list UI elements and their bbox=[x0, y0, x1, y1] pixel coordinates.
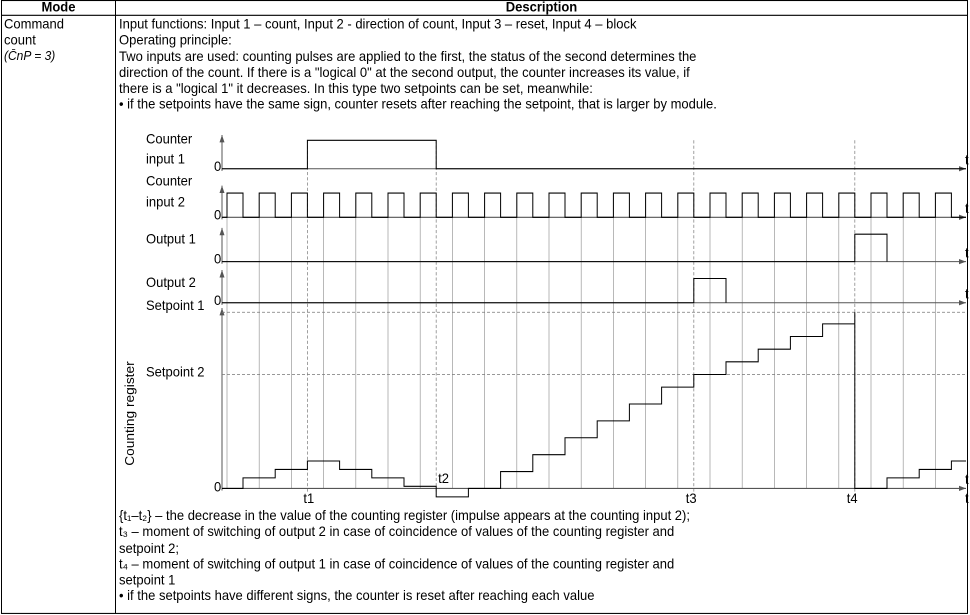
moment-label: t3 bbox=[686, 491, 697, 506]
note-line: {t₁–t₂} – the decrease in the value of t… bbox=[119, 507, 690, 524]
header-description: Description bbox=[505, 0, 578, 15]
arrow bbox=[959, 485, 966, 492]
moment-label: t1 bbox=[303, 491, 314, 506]
zero-label: 0 bbox=[214, 293, 221, 308]
zero-label: 0 bbox=[214, 251, 221, 266]
arrow bbox=[219, 135, 225, 143]
description-line: Input functions: Input 1 – count, Input … bbox=[119, 15, 637, 32]
description-line: direction of the count. If there is a "l… bbox=[119, 64, 690, 81]
arrow bbox=[959, 300, 966, 306]
label: Counting register bbox=[122, 361, 137, 466]
time-label: t bbox=[965, 491, 969, 506]
label: Output 1 bbox=[146, 231, 196, 246]
signal bbox=[222, 192, 966, 218]
time-label: t bbox=[965, 286, 969, 301]
note-line: t₃ – moment of switching of output 2 in … bbox=[119, 523, 675, 540]
register bbox=[222, 312, 966, 498]
mode-line: count bbox=[4, 31, 36, 48]
arrow bbox=[219, 270, 225, 278]
signal bbox=[222, 139, 966, 170]
arrow bbox=[219, 308, 225, 316]
zero-label: 0 bbox=[214, 207, 221, 222]
time-label: t bbox=[965, 472, 969, 487]
description-line: • if the setpoints have the same sign, c… bbox=[119, 96, 717, 113]
zero-label: 0 bbox=[214, 479, 221, 494]
label: input 1 bbox=[146, 151, 185, 166]
label: Counter bbox=[146, 173, 193, 188]
mode-line: Command bbox=[4, 15, 64, 32]
note-line: t₄ – moment of switching of output 1 in … bbox=[119, 555, 675, 572]
label: Setpoint 2 bbox=[146, 364, 205, 379]
label: Counter bbox=[146, 131, 193, 146]
label: Setpoint 1 bbox=[146, 298, 205, 313]
zero-label: 0 bbox=[214, 159, 221, 174]
mode-cell: Command count (C̄nP = 3) bbox=[4, 16, 64, 64]
description-line: there is a "logical 1" it decreases. In … bbox=[119, 80, 593, 97]
arrow bbox=[219, 227, 225, 236]
signal bbox=[222, 277, 727, 304]
arrow bbox=[219, 185, 225, 194]
mode-symbol: (C̄nP = 3) bbox=[4, 48, 56, 63]
time-label: t bbox=[965, 152, 969, 167]
description-line: Two inputs are used: counting pulses are… bbox=[119, 48, 697, 64]
arrow bbox=[959, 258, 966, 265]
time-label: t bbox=[965, 201, 969, 216]
label: Output 2 bbox=[146, 275, 196, 290]
note-line: setpoint 2; bbox=[119, 539, 179, 556]
signal bbox=[222, 233, 888, 263]
moment-label: t4 bbox=[847, 491, 858, 506]
moment-label: t2 bbox=[438, 471, 449, 486]
label: input 2 bbox=[146, 194, 185, 209]
notes: {t₁–t₂} – the decrease in the value of t… bbox=[119, 507, 690, 604]
note-line: setpoint 1 bbox=[119, 571, 176, 588]
description: Input functions: Input 1 – count, Input … bbox=[119, 16, 717, 113]
note-line: • if the setpoints have different signs,… bbox=[119, 588, 595, 604]
header-mode: Mode bbox=[41, 0, 76, 15]
description-line: Operating principle: bbox=[119, 31, 232, 48]
time-label: t bbox=[965, 245, 969, 260]
